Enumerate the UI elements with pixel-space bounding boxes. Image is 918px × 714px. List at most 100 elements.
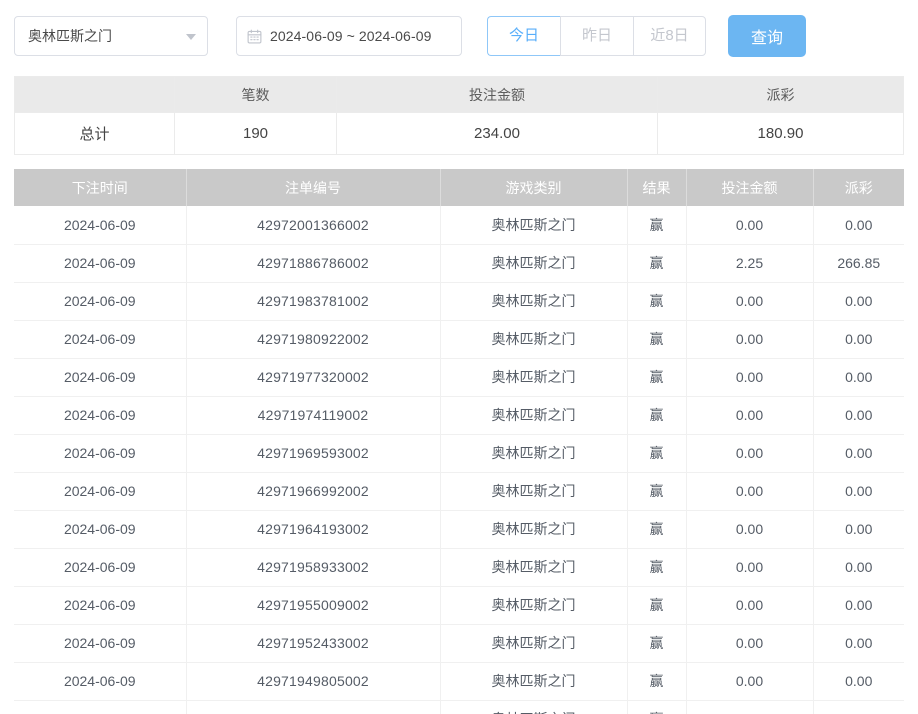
date-range-picker[interactable]: 2024-06-09 ~ 2024-06-09 [236, 16, 462, 56]
cell-game-type: 奥林匹斯之门 [440, 548, 628, 587]
cell-payout: 0.00 [813, 472, 904, 511]
cell-game-type: 奥林匹斯之门 [440, 700, 628, 714]
cell-result: 赢 [627, 624, 687, 663]
cell-bet-amount: 0.00 [686, 282, 814, 321]
column-header-payout[interactable]: 派彩 [813, 169, 904, 206]
quick-range-button-group: 今日 昨日 近8日 [487, 16, 706, 56]
cell-order-no: 42971955009002 [186, 586, 441, 625]
summary-total-row: 总计 190 234.00 180.90 [14, 112, 904, 155]
summary-total-label: 总计 [14, 112, 175, 155]
cell-result: 赢 [627, 358, 687, 397]
filter-toolbar: 奥林匹斯之门 2024-06-09 ~ 2024-06-09 今日 昨日 近8日… [0, 0, 918, 62]
cell-payout: 0.00 [813, 662, 904, 701]
cell-bet-amount: 0.00 [686, 586, 814, 625]
column-header-bet-amount[interactable]: 投注金额 [686, 169, 814, 206]
cell-order-no: 42971969593002 [186, 434, 441, 473]
game-select[interactable]: 奥林匹斯之门 [14, 16, 208, 56]
summary-header-payout: 派彩 [657, 76, 904, 113]
table-row[interactable]: 2024-06-09 42971955009002 奥林匹斯之门赢 0.00 0.00 [14, 586, 904, 625]
column-header-result[interactable]: 结果 [627, 169, 687, 206]
column-header-game-type[interactable]: 游戏类别 [440, 169, 628, 206]
cell-order-no: 42971949805002 [186, 662, 441, 701]
cell-result: 赢 [627, 282, 687, 321]
cell-bet-amount: 0.00 [686, 320, 814, 359]
table-row[interactable]: 2024-06-09 42971977320002 奥林匹斯之门赢 0.00 0.00 [14, 358, 904, 397]
cell-bet-time: 2024-06-09 [14, 586, 187, 625]
cell-bet-time: 2024-06-09 [14, 662, 187, 701]
cell-bet-time: 2024-06-09 [14, 510, 187, 549]
summary-total-bet-amount: 234.00 [336, 112, 658, 155]
cell-game-type: 奥林匹斯之门 [440, 358, 628, 397]
records-table-wrap: 下注时间 注单编号 游戏类别 结果 投注金额 派彩 2024-06-09 4297… [14, 169, 904, 714]
cell-game-type: 奥林匹斯之门 [440, 510, 628, 549]
cell-payout: 0.00 [813, 206, 904, 245]
range-button-yesterday[interactable]: 昨日 [560, 16, 633, 56]
cell-payout: 266.85 [813, 244, 904, 283]
table-row[interactable]: 2024-06-09 42971966992002 奥林匹斯之门赢 0.00 0.00 [14, 472, 904, 511]
cell-order-no: 42971944208002 [186, 700, 441, 714]
cell-game-type: 奥林匹斯之门 [440, 320, 628, 359]
cell-order-no: 42971983781002 [186, 282, 441, 321]
table-row[interactable]: 2024-06-09 42972001366002 奥林匹斯之门赢 0.00 0.00 [14, 206, 904, 245]
cell-payout: 0.00 [813, 586, 904, 625]
cell-payout: 0.00 [813, 434, 904, 473]
range-button-today[interactable]: 今日 [487, 16, 560, 56]
chevron-down-icon [186, 34, 196, 40]
cell-result: 赢 [627, 320, 687, 359]
cell-bet-amount: 0.00 [686, 510, 814, 549]
cell-order-no: 42971964193002 [186, 510, 441, 549]
range-button-last-8-days[interactable]: 近8日 [633, 16, 706, 56]
table-row[interactable]: 2024-06-09 42971886786002 奥林匹斯之门赢 2.25 266.8… [14, 244, 904, 283]
cell-bet-time: 2024-06-09 [14, 548, 187, 587]
cell-bet-time: 2024-06-09 [14, 700, 187, 714]
cell-bet-time: 2024-06-09 [14, 320, 187, 359]
cell-result: 赢 [627, 244, 687, 283]
cell-order-no: 42971974119002 [186, 396, 441, 435]
table-row[interactable]: 2024-06-09 42971980922002 奥林匹斯之门赢 0.00 0.00 [14, 320, 904, 359]
cell-bet-amount: 0.00 [686, 472, 814, 511]
game-select-value: 奥林匹斯之门 [28, 28, 112, 44]
table-row[interactable]: 2024-06-09 42971983781002 奥林匹斯之门赢 0.00 0.00 [14, 282, 904, 321]
cell-order-no: 42971980922002 [186, 320, 441, 359]
table-row[interactable]: 2024-06-09 42971974119002 奥林匹斯之门赢 0.00 0.00 [14, 396, 904, 435]
cell-bet-time: 2024-06-09 [14, 624, 187, 663]
cell-result: 赢 [627, 510, 687, 549]
table-row[interactable]: 2024-06-09 42971964193002 奥林匹斯之门赢 0.00 0.00 [14, 510, 904, 549]
summary-header-row: 笔数 投注金额 派彩 [14, 76, 904, 113]
cell-game-type: 奥林匹斯之门 [440, 282, 628, 321]
summary-table: 笔数 投注金额 派彩 总计 190 234.00 180.90 [14, 76, 904, 155]
column-header-bet-time[interactable]: 下注时间 [14, 169, 187, 206]
records-header-row: 下注时间 注单编号 游戏类别 结果 投注金额 派彩 [14, 169, 904, 206]
cell-game-type: 奥林匹斯之门 [440, 624, 628, 663]
cell-bet-amount: 2.25 [686, 244, 814, 283]
table-row[interactable]: 2024-06-09 42971949805002 奥林匹斯之门赢 0.00 0.00 [14, 662, 904, 701]
cell-game-type: 奥林匹斯之门 [440, 396, 628, 435]
date-range-value: 2024-06-09 ~ 2024-06-09 [270, 28, 432, 44]
cell-result: 赢 [627, 434, 687, 473]
column-header-order-no[interactable]: 注单编号 [186, 169, 441, 206]
cell-bet-amount: 0.00 [686, 206, 814, 245]
cell-payout: 0.00 [813, 548, 904, 587]
cell-payout: 0.00 [813, 396, 904, 435]
table-row[interactable]: 2024-06-09 42971969593002 奥林匹斯之门赢 0.00 0.00 [14, 434, 904, 473]
records-table: 下注时间 注单编号 游戏类别 结果 投注金额 派彩 2024-06-09 4297… [14, 169, 904, 714]
cell-game-type: 奥林匹斯之门 [440, 662, 628, 701]
cell-result: 赢 [627, 586, 687, 625]
cell-order-no: 42971977320002 [186, 358, 441, 397]
cell-game-type: 奥林匹斯之门 [440, 244, 628, 283]
cell-order-no: 42971966992002 [186, 472, 441, 511]
cell-result: 赢 [627, 548, 687, 587]
cell-payout: 0.00 [813, 700, 904, 714]
cell-bet-amount: 0.00 [686, 548, 814, 587]
query-button[interactable]: 查询 [728, 15, 806, 57]
table-row[interactable]: 2024-06-09 42971952433002 奥林匹斯之门赢 0.00 0.00 [14, 624, 904, 663]
table-row[interactable]: 2024-06-09 42971958933002 奥林匹斯之门赢 0.00 0.00 [14, 548, 904, 587]
summary-header-bet-amount: 投注金额 [336, 76, 658, 113]
summary-total-count: 190 [174, 112, 337, 155]
table-row[interactable]: 2024-06-0942971944208002奥林匹斯之门赢0.000.00 [14, 700, 904, 714]
cell-payout: 0.00 [813, 358, 904, 397]
cell-bet-amount: 0.00 [686, 662, 814, 701]
cell-result: 赢 [627, 472, 687, 511]
cell-order-no: 42972001366002 [186, 206, 441, 245]
records-table-body: 2024-06-09 42972001366002 奥林匹斯之门赢 0.00 0.00 2… [14, 206, 904, 714]
